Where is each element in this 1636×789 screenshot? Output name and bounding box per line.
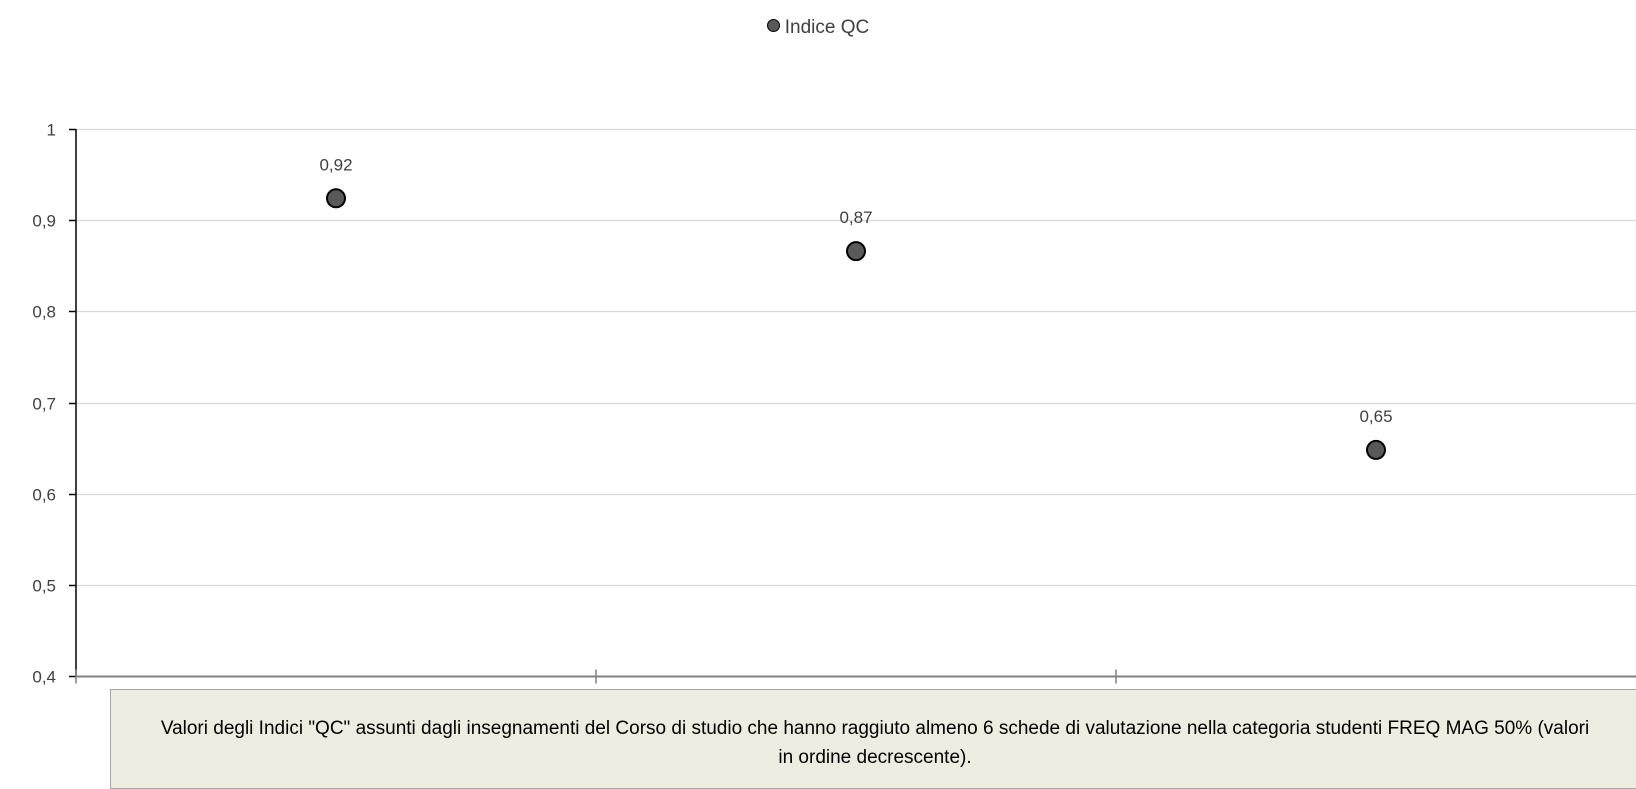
y-tick-label: 1 bbox=[47, 121, 56, 140]
legend-marker-icon bbox=[766, 19, 780, 33]
data-point bbox=[1366, 439, 1386, 460]
y-tick-label: 0,4 bbox=[32, 668, 56, 687]
data-label: 0,65 bbox=[1359, 407, 1392, 426]
y-tick-label: 0,9 bbox=[32, 212, 56, 231]
data-label: 0,92 bbox=[319, 155, 352, 174]
y-tick-label: 0,6 bbox=[32, 486, 56, 505]
data-point bbox=[846, 241, 866, 262]
chart-caption: Valori degli Indici "QC" assunti dagli i… bbox=[110, 689, 1636, 789]
chart-legend: Indice QC bbox=[0, 17, 1636, 39]
caption-text: Valori degli Indici "QC" assunti dagli i… bbox=[160, 718, 1590, 768]
legend-label: Indice QC bbox=[784, 17, 870, 38]
y-tick-label: 0,5 bbox=[32, 577, 56, 596]
data-label: 0,87 bbox=[839, 208, 872, 227]
y-tick-label: 0,7 bbox=[32, 395, 56, 414]
y-tick-label: 0,8 bbox=[32, 303, 56, 322]
data-point bbox=[326, 188, 346, 209]
